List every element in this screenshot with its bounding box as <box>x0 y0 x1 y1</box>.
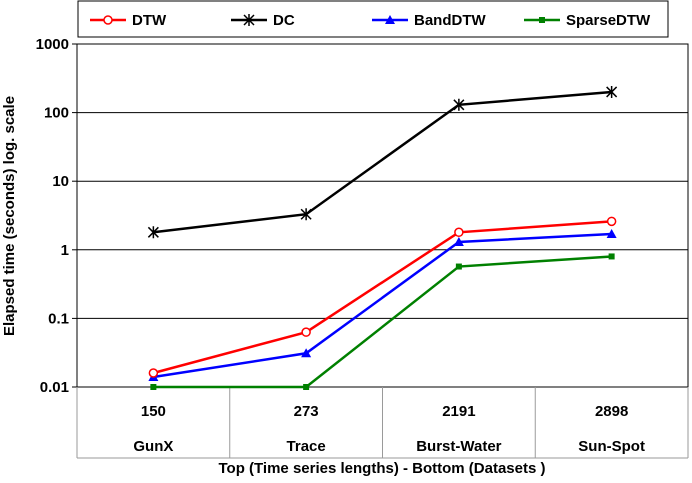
x-tick-dataset: GunX <box>133 438 173 455</box>
series-lines <box>147 85 618 390</box>
legend-marker <box>103 15 113 25</box>
data-point <box>300 208 312 221</box>
y-axis-label: Elapsed time (seconds) log. scale <box>1 96 18 336</box>
legend-item-banddtw: BandDTW <box>372 12 486 29</box>
y-axis: 1000 100 10 1 0.1 0.01 <box>36 36 77 396</box>
plot-area <box>76 43 689 388</box>
data-point <box>148 368 159 378</box>
legend-label: DTW <box>132 12 167 29</box>
data-point <box>606 216 617 227</box>
plot-frame <box>76 43 689 388</box>
legend-marker <box>385 15 395 24</box>
x-tick-length: 2898 <box>595 403 628 420</box>
data-point <box>454 227 464 238</box>
series-line <box>153 255 612 389</box>
y-tick-label: 1000 <box>36 36 69 53</box>
legend-label: SparseDTW <box>566 12 651 29</box>
legend-label: BandDTW <box>414 12 486 29</box>
x-tick-dataset: Burst-Water <box>416 438 501 455</box>
x-tick-dataset: Trace <box>287 438 326 455</box>
x-tick-length: 2191 <box>442 403 475 420</box>
legend-label: DC <box>273 12 295 29</box>
legend: DTW DC BandDTW SparseDTW <box>77 0 669 38</box>
series-sparsedtw <box>150 253 615 390</box>
data-point <box>150 384 157 390</box>
y-tick-label: 100 <box>44 105 69 122</box>
y-tick-label: 10 <box>52 173 69 190</box>
legend-item-dc: DC <box>231 12 295 29</box>
series-banddtw <box>148 228 617 381</box>
data-point <box>606 228 617 238</box>
y-tick-label: 0.1 <box>48 310 69 327</box>
x-tick-length: 150 <box>141 403 166 420</box>
x-axis-label: Top (Time series lengths) - Bottom (Data… <box>219 460 546 477</box>
series-line <box>153 90 612 234</box>
legend-marker <box>539 17 545 23</box>
series-line <box>153 232 612 379</box>
data-point <box>455 263 462 270</box>
data-point <box>453 236 464 246</box>
data-point <box>453 98 465 111</box>
data-point <box>301 327 311 337</box>
x-axis-table: 150 273 2191 2898 GunX Trace Burst-Water Sun-Sp… <box>76 387 689 459</box>
legend-item-dtw: DTW <box>90 12 167 29</box>
y-tick-label: 0.01 <box>40 379 69 396</box>
legend-item-sparsedtw: SparseDTW <box>524 12 651 29</box>
data-point <box>608 253 615 260</box>
legend-marker <box>243 14 255 26</box>
data-point <box>301 348 312 358</box>
series-dc <box>147 85 618 239</box>
x-tick-length: 273 <box>294 403 319 420</box>
data-point <box>606 85 618 98</box>
data-point <box>147 226 159 239</box>
data-point <box>303 384 310 390</box>
series-line <box>153 220 612 375</box>
series-dtw <box>148 216 617 378</box>
x-tick-dataset: Sun-Spot <box>578 438 645 455</box>
y-tick-label: 1 <box>61 242 69 259</box>
